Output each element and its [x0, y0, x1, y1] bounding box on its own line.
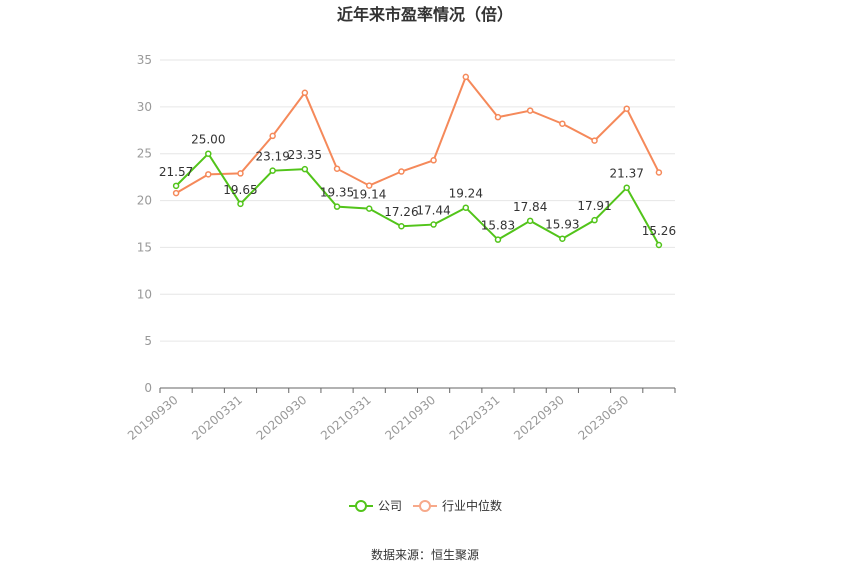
- y-tick-label: 30: [137, 100, 152, 114]
- data-point: [398, 168, 405, 175]
- x-tick-label: 20210930: [382, 393, 438, 443]
- x-tick-label: 20220331: [447, 393, 503, 443]
- data-point: [237, 200, 244, 208]
- data-point: [205, 171, 212, 178]
- x-tick-label: 20200331: [189, 393, 245, 443]
- legend-item[interactable]: 行业中位数: [413, 498, 502, 513]
- data-point: [655, 169, 663, 176]
- series-lines: [172, 73, 663, 249]
- x-tick-label: 20220930: [511, 393, 567, 443]
- y-tick-label: 25: [137, 147, 152, 161]
- y-tick-label: 5: [144, 334, 152, 348]
- data-label: 23.35: [288, 148, 322, 162]
- data-point: [365, 182, 373, 189]
- data-point: [172, 182, 180, 190]
- data-point: [430, 221, 437, 228]
- data-point: [269, 167, 276, 174]
- data-label: 19.65: [223, 183, 257, 197]
- data-point: [526, 107, 534, 114]
- data-point: [205, 150, 212, 157]
- x-tick-label: 20190930: [125, 393, 181, 443]
- chart-title: 近年来市盈率情况（倍）: [337, 5, 513, 24]
- data-label: 19.35: [320, 186, 354, 200]
- series-line-0: [175, 152, 660, 246]
- data-point: [591, 216, 598, 224]
- data-label: 19.14: [352, 188, 386, 202]
- data-label: 17.84: [513, 200, 547, 214]
- data-point: [172, 189, 180, 197]
- data-point: [591, 137, 598, 144]
- y-tick-label: 0: [144, 381, 152, 395]
- data-point: [559, 120, 566, 127]
- x-axis: 20190930 20200331 20200930 20210331 20210930…: [125, 387, 676, 443]
- legend-marker-icon: [419, 500, 431, 512]
- data-label: 21.57: [159, 165, 193, 179]
- grid-lines: [160, 59, 675, 342]
- data-point: [301, 165, 309, 173]
- y-tick-label: 20: [137, 194, 152, 208]
- data-point: [655, 241, 663, 249]
- data-point: [365, 205, 373, 212]
- data-label: 15.26: [642, 224, 676, 238]
- legend-item[interactable]: 公司: [349, 499, 402, 513]
- data-point: [462, 204, 470, 211]
- data-point: [398, 222, 405, 230]
- y-tick-label: 35: [137, 53, 152, 67]
- data-point: [301, 89, 309, 97]
- series-line-1: [175, 74, 660, 194]
- data-point: [333, 165, 341, 172]
- data-label: 19.24: [449, 187, 483, 201]
- legend[interactable]: 公司 行业中位数: [349, 498, 502, 513]
- data-point: [559, 235, 566, 242]
- data-point: [494, 113, 502, 121]
- data-point: [333, 203, 341, 210]
- data-label: 17.26: [384, 205, 418, 219]
- data-point: [462, 73, 470, 81]
- data-point: [430, 157, 437, 164]
- legend-label: 公司: [378, 499, 402, 513]
- x-tick-label: 20230630: [576, 393, 632, 443]
- data-label: 23.19: [255, 150, 289, 164]
- data-point: [623, 105, 630, 112]
- legend-label: 行业中位数: [442, 498, 502, 513]
- data-label: 17.91: [577, 199, 611, 213]
- data-label: 21.37: [610, 167, 644, 181]
- data-label: 25.00: [191, 133, 225, 147]
- legend-marker-icon: [355, 500, 367, 512]
- data-point: [623, 184, 630, 191]
- y-axis: 0 5 10 15 20 25 30 35: [137, 53, 152, 395]
- x-tick-label: 20210331: [318, 393, 374, 443]
- y-tick-label: 10: [137, 287, 152, 301]
- data-point: [526, 217, 534, 225]
- data-label: 17.44: [416, 204, 450, 218]
- data-point: [269, 132, 276, 140]
- data-label: 15.93: [545, 218, 579, 232]
- data-point: [494, 236, 502, 243]
- source-note: 数据来源：恒生聚源: [371, 547, 479, 562]
- data-label: 15.83: [481, 219, 515, 233]
- data-point: [237, 170, 244, 177]
- y-tick-label: 15: [137, 240, 152, 254]
- x-tick-label: 20200930: [254, 393, 310, 443]
